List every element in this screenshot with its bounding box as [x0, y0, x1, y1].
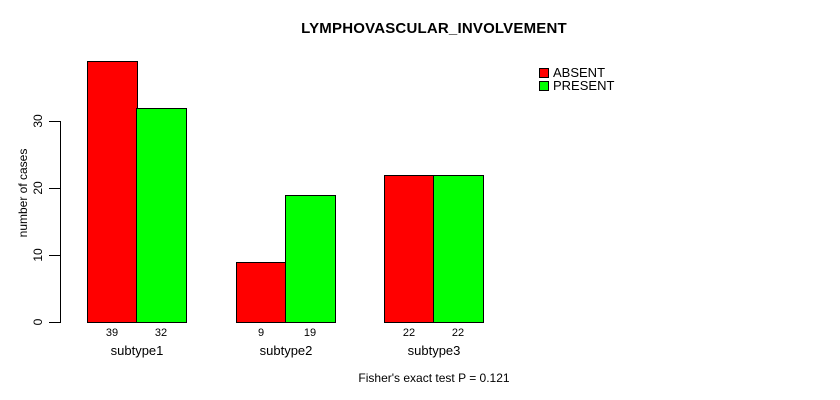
chart-title: LYMPHOVASCULAR_INVOLVEMENT — [301, 20, 567, 37]
bar-present-subtype2 — [285, 195, 336, 323]
bar-absent-subtype2 — [236, 262, 287, 323]
y-tick — [49, 121, 61, 122]
legend-label-present: PRESENT — [553, 78, 615, 93]
bar-absent-subtype1 — [87, 61, 138, 323]
bar-value-label: 9 — [257, 327, 265, 339]
bar-value-label: 39 — [105, 327, 119, 339]
legend-item-present: PRESENT — [539, 78, 615, 93]
annotation-text: Fisher's exact test P = 0.121 — [358, 371, 510, 385]
y-tick-label: 10 — [31, 248, 45, 262]
legend-label-absent: ABSENT — [553, 65, 606, 80]
bar-present-subtype3 — [433, 175, 484, 323]
y-tick — [49, 188, 61, 189]
y-tick-label: 30 — [31, 114, 45, 128]
bar-present-subtype1 — [136, 108, 187, 323]
bar-value-label: 19 — [303, 327, 317, 339]
y-axis-line — [60, 121, 61, 323]
legend-swatch-present — [539, 81, 549, 91]
y-tick — [49, 322, 61, 323]
bar-value-label: 22 — [451, 327, 465, 339]
y-tick — [49, 255, 61, 256]
bar-absent-subtype3 — [384, 175, 435, 323]
category-label-subtype3: subtype3 — [407, 343, 461, 358]
bar-value-label: 22 — [402, 327, 416, 339]
category-label-subtype1: subtype1 — [110, 343, 164, 358]
y-tick-label: 20 — [31, 181, 45, 195]
y-tick-label: 0 — [31, 318, 45, 326]
category-label-subtype2: subtype2 — [259, 343, 313, 358]
y-axis-label: number of cases — [16, 148, 30, 238]
legend-item-absent: ABSENT — [539, 65, 606, 80]
legend-swatch-absent — [539, 68, 549, 78]
bar-value-label: 32 — [154, 327, 168, 339]
